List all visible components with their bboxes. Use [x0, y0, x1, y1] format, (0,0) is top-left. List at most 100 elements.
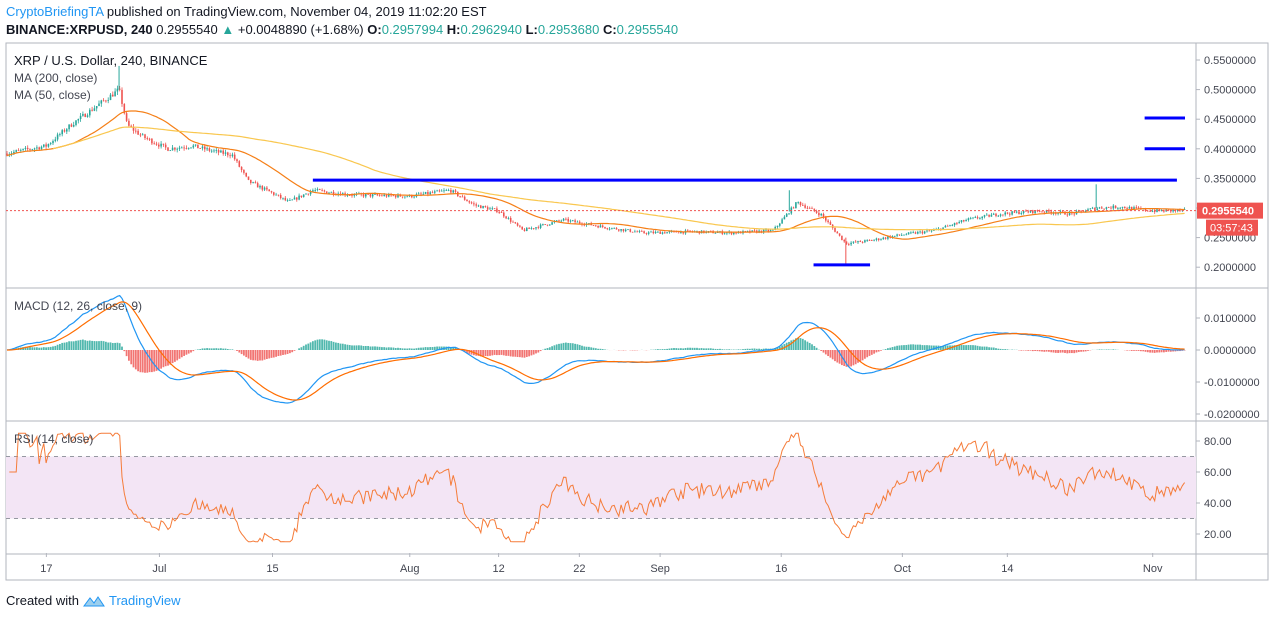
- candle-body: [70, 124, 73, 127]
- candle-body: [825, 217, 827, 221]
- candle-body: [946, 225, 949, 227]
- tradingview-logo-icon: [82, 595, 105, 606]
- macd-histogram-bar: [912, 344, 915, 350]
- macd-histogram-bar: [1025, 350, 1027, 351]
- candle-body: [608, 228, 611, 230]
- candle-body: [240, 166, 243, 171]
- candle-body: [779, 223, 781, 226]
- candle-body: [726, 232, 728, 234]
- candle-body: [822, 213, 825, 218]
- macd-histogram-bar: [1027, 350, 1030, 351]
- macd-tick-label: 0.0000000: [1204, 345, 1256, 357]
- candle-body: [643, 231, 645, 234]
- candle-body: [528, 227, 530, 229]
- macd-histogram-bar: [599, 348, 602, 350]
- macd-histogram-bar: [378, 346, 381, 350]
- tradingview-brand[interactable]: TradingView: [108, 593, 181, 608]
- moving-averages: [6, 110, 1185, 240]
- price-tick-label: 0.4500000: [1204, 114, 1256, 126]
- macd-histogram-bar: [84, 340, 87, 350]
- macd-histogram-bar: [815, 347, 818, 350]
- candle-body: [792, 207, 795, 209]
- candle-body: [1025, 210, 1027, 212]
- macd-histogram-bar: [705, 348, 708, 350]
- macd-histogram-bar: [410, 348, 413, 350]
- candle-body: [443, 190, 445, 192]
- candle-body: [187, 147, 190, 149]
- candle-body: [52, 140, 54, 144]
- macd-histogram-bar: [574, 343, 576, 350]
- macd-histogram-bar: [413, 348, 415, 350]
- macd-histogram-bar: [942, 345, 944, 350]
- candle-body: [431, 192, 434, 194]
- macd-pane: [6, 294, 1186, 404]
- macd-histogram-bar: [930, 345, 933, 350]
- candle-body: [132, 126, 135, 131]
- candle-body: [995, 213, 997, 217]
- macd-tick-label: -0.0200000: [1204, 409, 1260, 421]
- candle-body: [641, 230, 643, 232]
- macd-histogram-bar: [967, 345, 970, 350]
- candle-body: [526, 227, 528, 231]
- macd-histogram-bar: [907, 344, 910, 350]
- macd-histogram-bar: [49, 346, 52, 350]
- candle-body: [933, 230, 935, 231]
- macd-histogram-bar: [677, 348, 680, 350]
- candle-body: [765, 229, 767, 231]
- macd-histogram-bar: [512, 350, 514, 357]
- candle-body: [422, 193, 425, 195]
- macd-histogram-bar: [422, 347, 425, 350]
- macd-histogram-bar: [700, 348, 703, 350]
- macd-histogram-bar: [452, 347, 455, 350]
- candle-body: [843, 240, 845, 242]
- macd-histogram-bar: [245, 350, 248, 358]
- macd-histogram-bar: [468, 350, 471, 354]
- macd-histogram-bar: [1107, 349, 1110, 350]
- macd-label: MACD (12, 26, close, 9): [14, 299, 143, 313]
- candle-body: [845, 241, 848, 245]
- axes: 0.5500000 0.5000000 0.4500000 0.4000000 0.35…: [6, 55, 1263, 575]
- candle-body: [20, 149, 22, 151]
- candle-body: [850, 242, 852, 245]
- candle-body: [735, 232, 737, 234]
- macd-histogram-bar: [397, 347, 399, 350]
- candle-body: [546, 224, 549, 226]
- candle-body: [783, 216, 786, 220]
- candle-body: [795, 202, 797, 209]
- candle-body: [689, 230, 691, 232]
- macd-histogram-bar: [562, 342, 565, 350]
- candle-body: [66, 129, 68, 132]
- macd-histogram-bar: [696, 347, 698, 350]
- macd-histogram-bar: [829, 350, 832, 358]
- candle-body: [125, 113, 128, 121]
- candle-body: [1091, 207, 1094, 209]
- candle-body: [567, 218, 569, 222]
- candle-body: [647, 232, 650, 234]
- macd-histogram-bar: [463, 350, 466, 352]
- macd-histogram-bar: [1142, 350, 1145, 352]
- macd-histogram-bar: [187, 350, 190, 354]
- candle-body: [114, 91, 116, 97]
- candle-body: [951, 225, 954, 226]
- candle-body: [733, 232, 735, 235]
- high-label: H:: [446, 22, 461, 37]
- candle-body: [309, 191, 312, 195]
- candle-body: [176, 148, 178, 150]
- candle-body: [864, 240, 866, 243]
- macd-histogram-bar: [236, 350, 238, 351]
- macd-histogram-bar: [201, 348, 204, 350]
- macd-histogram-bar: [427, 347, 429, 350]
- macd-histogram-bar: [728, 349, 731, 350]
- candle-body: [1013, 211, 1016, 213]
- macd-histogram-bar: [231, 349, 234, 350]
- macd-histogram-bar: [335, 342, 337, 350]
- macd-histogram-bar: [420, 347, 422, 350]
- author-link[interactable]: CryptoBriefingTA: [6, 4, 104, 19]
- macd-histogram-bar: [1156, 350, 1158, 353]
- candle-body: [468, 201, 471, 203]
- macd-histogram-bar: [1174, 350, 1177, 352]
- macd-histogram-bar: [275, 350, 277, 357]
- macd-histogram-bar: [956, 345, 958, 350]
- candle-body: [284, 197, 287, 201]
